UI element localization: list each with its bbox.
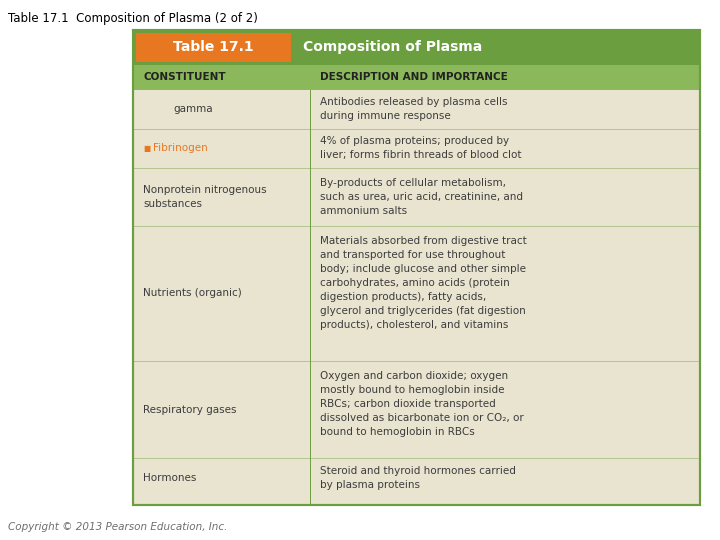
Text: ■: ■: [143, 144, 150, 153]
Text: gamma: gamma: [173, 104, 212, 114]
Text: Antibodies released by plasma cells
during immune response: Antibodies released by plasma cells duri…: [320, 97, 508, 122]
Text: DESCRIPTION AND IMPORTANCE: DESCRIPTION AND IMPORTANCE: [320, 72, 508, 83]
Text: Nonprotein nitrogenous
substances: Nonprotein nitrogenous substances: [143, 185, 266, 208]
Text: CONSTITUENT: CONSTITUENT: [143, 72, 225, 83]
Text: Copyright © 2013 Pearson Education, Inc.: Copyright © 2013 Pearson Education, Inc.: [8, 522, 228, 532]
Bar: [133, 65, 700, 90]
Text: Composition of Plasma: Composition of Plasma: [303, 40, 482, 55]
Bar: [133, 30, 700, 505]
Text: Materials absorbed from digestive tract
and transported for use throughout
body;: Materials absorbed from digestive tract …: [320, 235, 527, 329]
Bar: [133, 30, 700, 505]
Text: Steroid and thyroid hormones carried
by plasma proteins: Steroid and thyroid hormones carried by …: [320, 465, 516, 490]
Bar: [136, 33, 291, 62]
Bar: [133, 30, 700, 65]
Text: Oxygen and carbon dioxide; oxygen
mostly bound to hemoglobin inside
RBCs; carbon: Oxygen and carbon dioxide; oxygen mostly…: [320, 372, 523, 437]
Text: By-products of cellular metabolism,
such as urea, uric acid, creatinine, and
amm: By-products of cellular metabolism, such…: [320, 178, 523, 215]
Text: Fibrinogen: Fibrinogen: [153, 143, 208, 153]
Text: Table 17.1: Table 17.1: [174, 40, 254, 55]
Text: Table 17.1  Composition of Plasma (2 of 2): Table 17.1 Composition of Plasma (2 of 2…: [8, 12, 258, 25]
Text: Hormones: Hormones: [143, 472, 197, 483]
Text: 4% of plasma proteins; produced by
liver; forms fibrin threads of blood clot: 4% of plasma proteins; produced by liver…: [320, 136, 521, 160]
Text: Respiratory gases: Respiratory gases: [143, 405, 236, 415]
Text: Nutrients (organic): Nutrients (organic): [143, 288, 242, 299]
